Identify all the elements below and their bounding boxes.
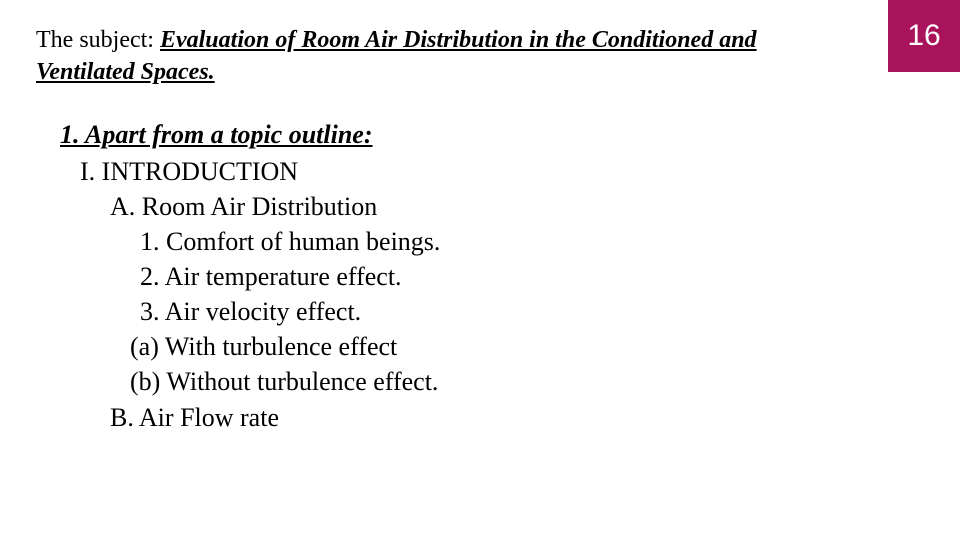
slide-number-badge: 16 xyxy=(888,0,960,72)
outline-item: 3. Air velocity effect. xyxy=(60,294,920,329)
outline-item: (a) With turbulence effect xyxy=(60,329,920,364)
outline-list: I. INTRODUCTIONA. Room Air Distribution1… xyxy=(60,154,920,435)
outline-item: 2. Air temperature effect. xyxy=(60,259,920,294)
subject-label: The subject: xyxy=(36,27,160,53)
slide-header: The subject: Evaluation of Room Air Dist… xyxy=(0,0,960,89)
outline-item: (b) Without turbulence effect. xyxy=(60,364,920,399)
outline-item: A. Room Air Distribution xyxy=(60,189,920,224)
outline-item: I. INTRODUCTION xyxy=(60,154,920,189)
outline-heading: 1. Apart from a topic outline: xyxy=(60,117,920,152)
outline-item: 1. Comfort of human beings. xyxy=(60,224,920,259)
slide-number-text: 16 xyxy=(907,19,940,53)
outline-item: B. Air Flow rate xyxy=(60,400,920,435)
slide-content: 1. Apart from a topic outline: I. INTROD… xyxy=(0,89,960,435)
